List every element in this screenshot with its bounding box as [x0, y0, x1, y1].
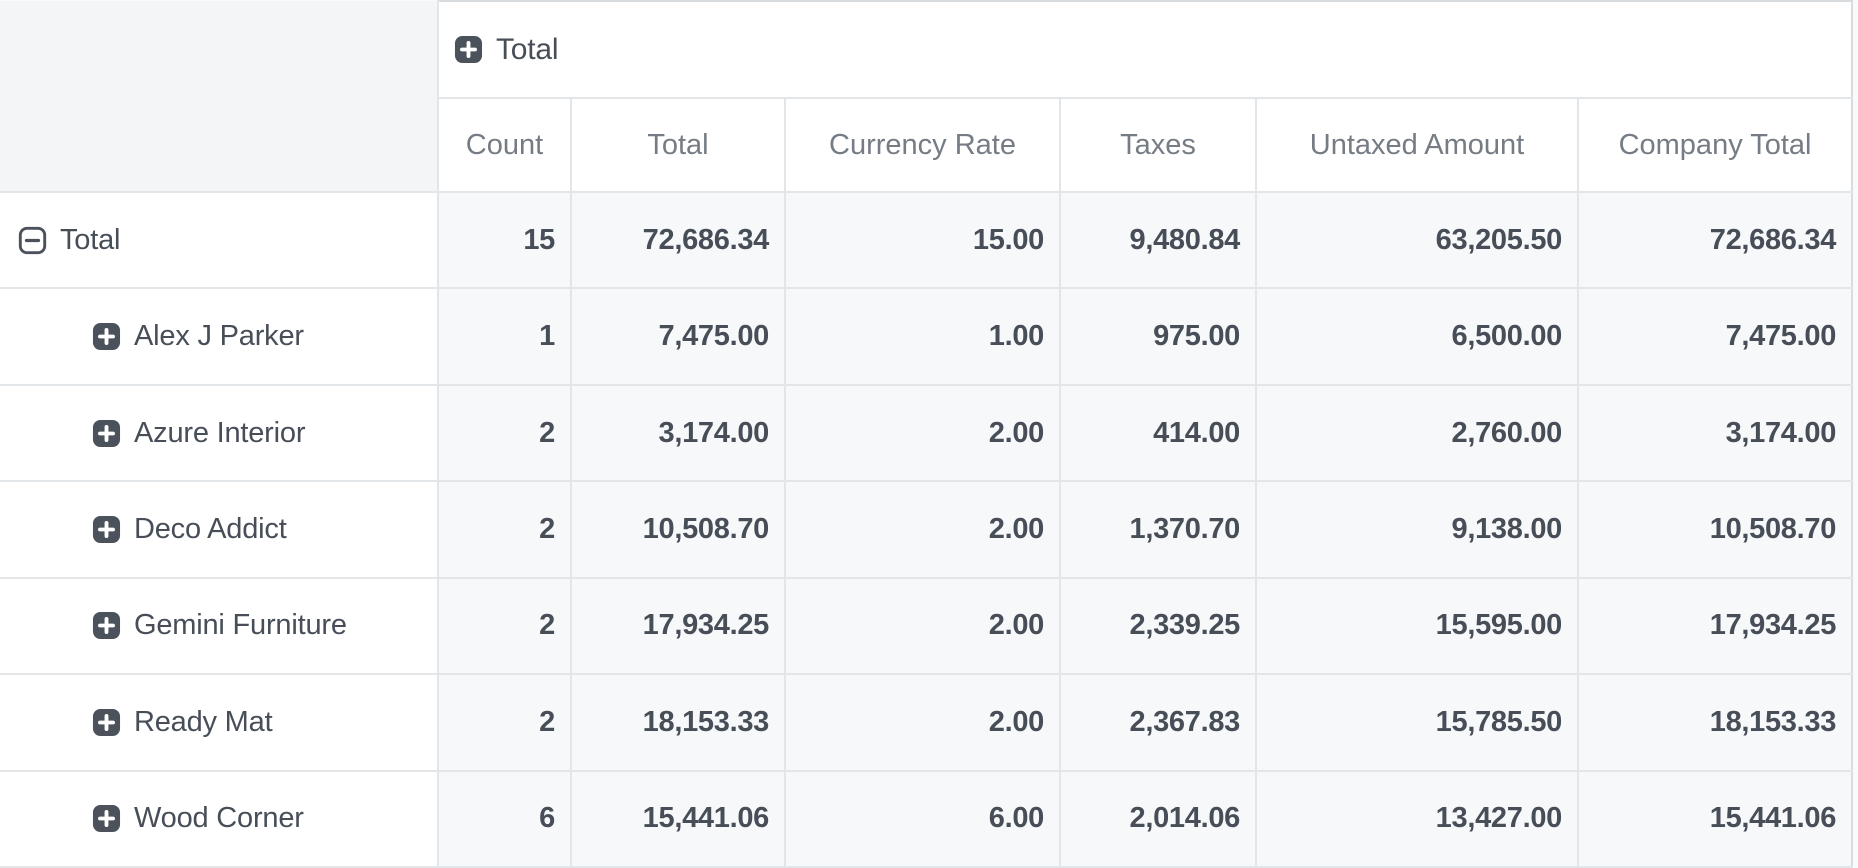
pivot-cell: 2.00: [784, 481, 1060, 579]
pivot-cell: 72,686.34: [570, 192, 785, 290]
pivot-cell: 9,480.84: [1059, 192, 1256, 290]
plus-square-icon[interactable]: [454, 35, 483, 64]
table-row: Deco Addict 2 10,508.70 2.00 1,370.70 9,…: [0, 481, 1854, 579]
corner-cell: [0, 1, 439, 193]
table-row: Total 15 72,686.34 15.00 9,480.84 63,205…: [0, 192, 1854, 290]
row-header-total[interactable]: Total: [0, 192, 438, 290]
pivot-cell: 17,934.25: [570, 577, 785, 676]
pivot-cell: 72,686.34: [1576, 192, 1854, 290]
plus-square-icon[interactable]: [92, 804, 121, 833]
table-row: Ready Mat 2 18,153.33 2.00 2,367.83 15,7…: [0, 674, 1854, 772]
pivot-cell: 2: [437, 577, 571, 676]
row-label: Azure Interior: [134, 416, 306, 449]
pivot-cell: 18,153.33: [570, 674, 785, 772]
pivot-cell: 2,014.06: [1059, 770, 1256, 868]
pivot-cell: 2: [437, 384, 571, 483]
pivot-cell: 10,508.70: [1576, 481, 1854, 579]
pivot-cell: 7,475.00: [1576, 288, 1854, 386]
table-row: Wood Corner 6 15,441.06 6.00 2,014.06 13…: [0, 770, 1854, 868]
pivot-cell: 15,441.06: [1576, 770, 1854, 868]
column-group-row: Total: [0, 0, 1854, 193]
minus-square-icon[interactable]: [18, 226, 47, 255]
measure-header-company-total[interactable]: Company Total: [1576, 98, 1854, 193]
pivot-cell: 6,500.00: [1255, 288, 1578, 386]
measure-header-untaxed-amount[interactable]: Untaxed Amount: [1255, 98, 1578, 193]
pivot-cell: 13,427.00: [1255, 770, 1578, 868]
measure-header-count[interactable]: Count: [437, 98, 571, 193]
pivot-cell: 1.00: [784, 288, 1060, 386]
table-row: Alex J Parker 1 7,475.00 1.00 975.00 6,5…: [0, 288, 1854, 386]
pivot-cell: 2: [437, 674, 571, 772]
pivot-cell: 2.00: [784, 674, 1060, 772]
row-header-deco-addict[interactable]: Deco Addict: [0, 481, 438, 579]
row-header-gemini-furniture[interactable]: Gemini Furniture: [0, 577, 438, 676]
measure-header-total[interactable]: Total: [570, 98, 785, 193]
row-header-azure-interior[interactable]: Azure Interior: [0, 384, 438, 483]
pivot-cell: 15: [437, 192, 571, 290]
row-label: Wood Corner: [134, 802, 304, 835]
plus-square-icon[interactable]: [92, 419, 121, 448]
row-label: Alex J Parker: [134, 320, 304, 353]
pivot-cell: 15,785.50: [1255, 674, 1578, 772]
pivot-cell: 63,205.50: [1255, 192, 1578, 290]
pivot-cell: 9,138.00: [1255, 481, 1578, 579]
table-row: Azure Interior 2 3,174.00 2.00 414.00 2,…: [0, 384, 1854, 483]
pivot-cell: 2,760.00: [1255, 384, 1578, 483]
pivot-cell: 15,595.00: [1255, 577, 1578, 676]
measure-header-taxes[interactable]: Taxes: [1059, 98, 1256, 193]
plus-square-icon[interactable]: [92, 611, 121, 640]
pivot-cell: 2.00: [784, 384, 1060, 483]
measure-header-currency-rate[interactable]: Currency Rate: [784, 98, 1060, 193]
column-group-header-total[interactable]: Total: [438, 0, 1854, 99]
pivot-cell: 15.00: [784, 192, 1060, 290]
pivot-cell: 6: [437, 770, 571, 868]
plus-square-icon[interactable]: [92, 322, 121, 351]
pivot-cell: 18,153.33: [1576, 674, 1854, 772]
pivot-cell: 3,174.00: [570, 384, 785, 483]
measure-header-row: Count Total Currency Rate Taxes Untaxed …: [0, 98, 1854, 193]
row-header-ready-mat[interactable]: Ready Mat: [0, 674, 438, 772]
pivot-cell: 6.00: [784, 770, 1060, 868]
pivot-cell: 975.00: [1059, 288, 1256, 386]
row-label: Gemini Furniture: [134, 609, 347, 642]
pivot-cell: 414.00: [1059, 384, 1256, 483]
row-header-wood-corner[interactable]: Wood Corner: [0, 770, 438, 868]
row-label: Ready Mat: [134, 705, 273, 738]
row-header-alex-j-parker[interactable]: Alex J Parker: [0, 288, 438, 386]
pivot-cell: 10,508.70: [570, 481, 785, 579]
pivot-cell: 17,934.25: [1576, 577, 1854, 676]
row-label: Deco Addict: [134, 512, 287, 545]
plus-square-icon[interactable]: [92, 515, 121, 544]
pivot-cell: 2,339.25: [1059, 577, 1256, 676]
pivot-cell: 2: [437, 481, 571, 579]
pivot-cell: 1: [437, 288, 571, 386]
table-row: Gemini Furniture 2 17,934.25 2.00 2,339.…: [0, 577, 1854, 676]
column-group-label: Total: [496, 32, 559, 66]
pivot-cell: 7,475.00: [570, 288, 785, 386]
pivot-cell: 2.00: [784, 577, 1060, 676]
pivot-cell: 3,174.00: [1576, 384, 1854, 483]
pivot-cell: 2,367.83: [1059, 674, 1256, 772]
row-label: Total: [60, 223, 121, 256]
plus-square-icon[interactable]: [92, 708, 121, 737]
pivot-cell: 1,370.70: [1059, 481, 1256, 579]
pivot-cell: 15,441.06: [570, 770, 785, 868]
